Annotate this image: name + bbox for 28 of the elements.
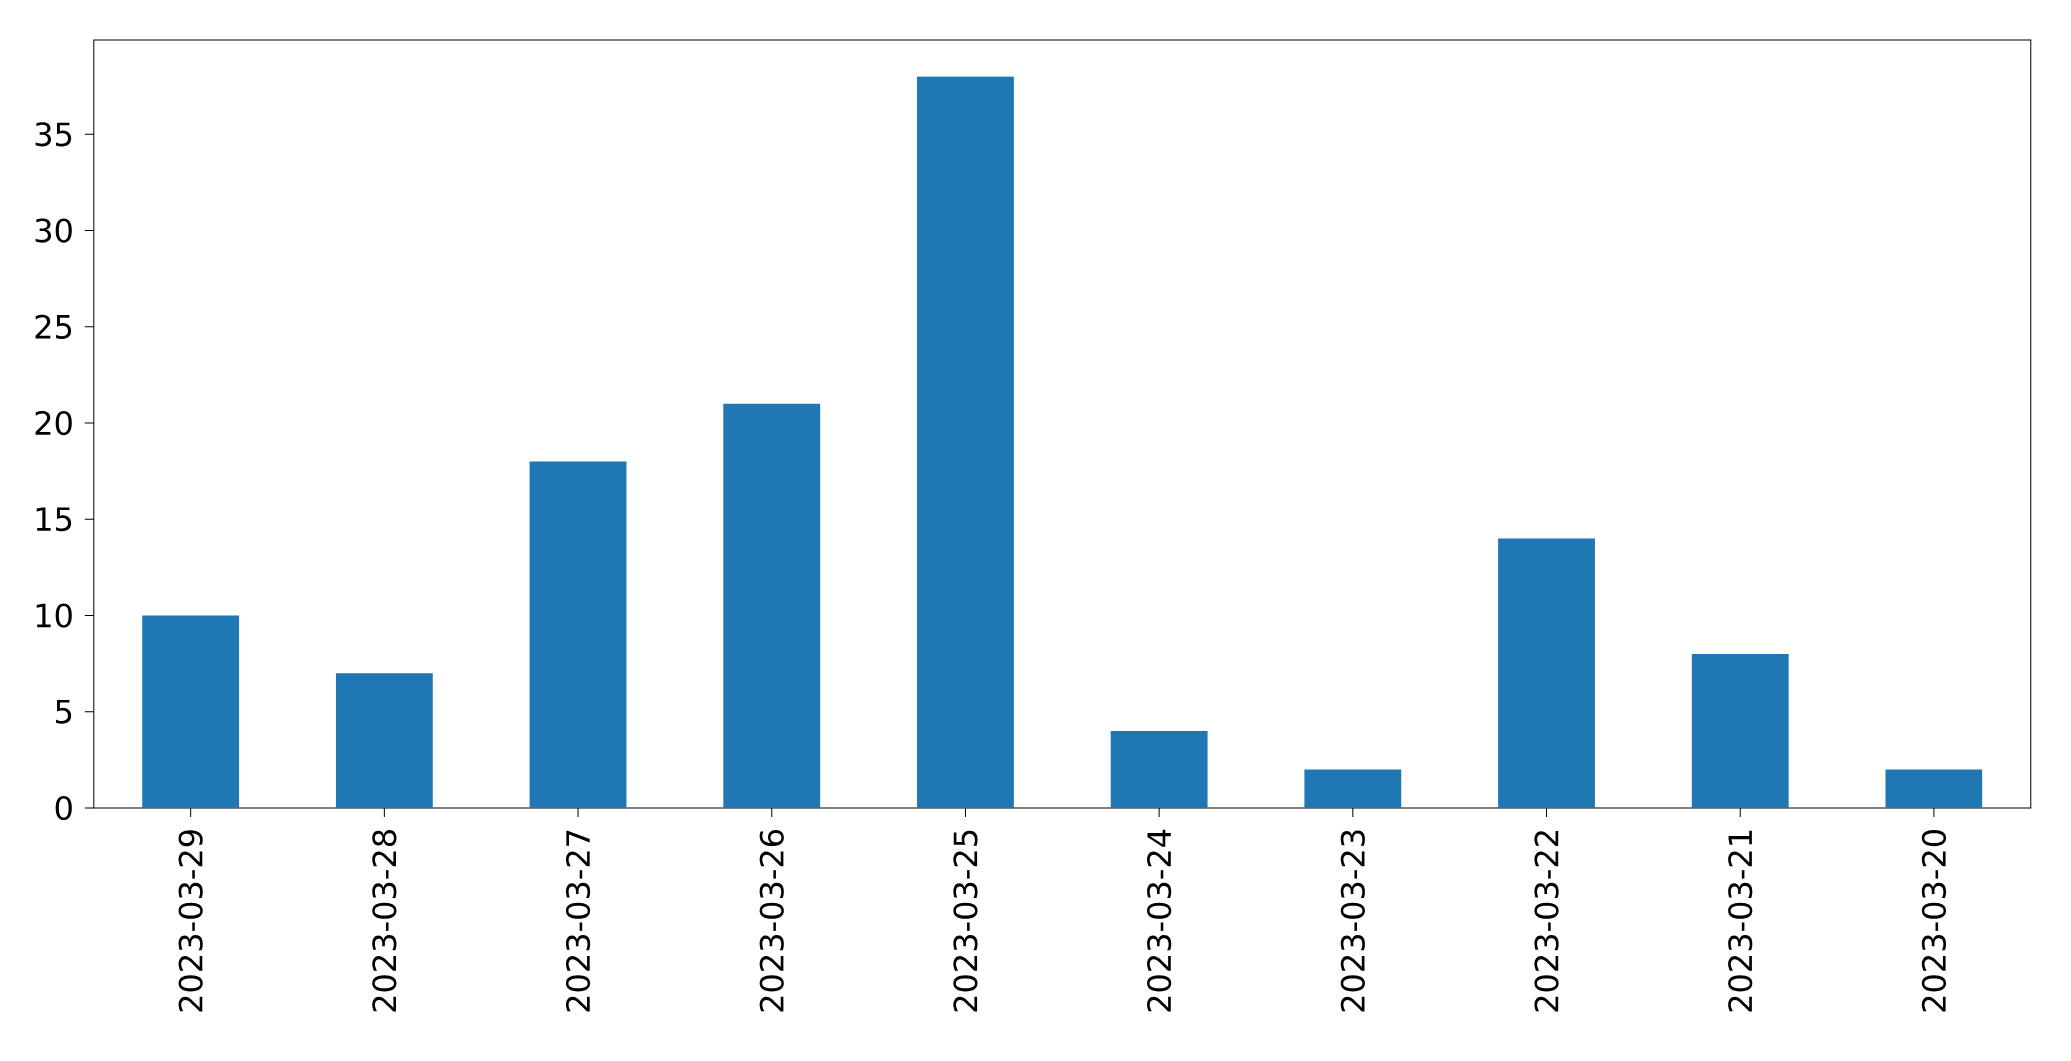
bar [142,615,240,808]
bar [723,403,821,808]
bar [1498,538,1595,808]
y-tick-label: 5 [56,699,72,724]
x-tick-label: 2023-03-24 [1147,829,1172,1012]
x-tick-label: 2023-03-23 [1340,830,1365,1012]
bar [1110,731,1208,808]
x-tick-label: 2023-03-21 [1728,830,1753,1012]
y-tick-label: 10 [36,603,72,628]
y-tick-label: 20 [35,410,72,436]
x-tick-label: 2023-03-29 [178,830,203,1012]
bar [1304,769,1402,808]
bar [1885,769,1983,808]
bar [335,673,433,808]
bar [1691,654,1789,808]
y-tick-label: 30 [35,218,72,243]
x-tick-label: 2023-03-22 [1534,831,1559,1012]
x-tick-label: 2023-03-27 [565,830,591,1012]
bar [917,76,1014,808]
y-tick-label: 35 [35,122,72,147]
y-tick-label: 0 [55,795,72,821]
y-tick-label: 25 [35,314,72,339]
bar [529,461,627,808]
x-tick-label: 2023-03-28 [372,830,397,1012]
y-tick-label: 15 [36,507,72,532]
x-tick-label: 2023-03-26 [759,829,784,1012]
x-tick-label: 2023-03-20 [1921,830,1947,1012]
x-tick-label: 2023-03-25 [953,830,978,1012]
